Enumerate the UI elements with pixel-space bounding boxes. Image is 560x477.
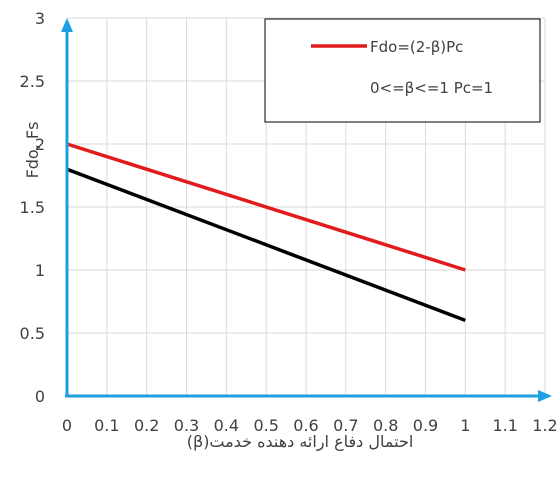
legend: Fdo=(2-β)Pc 0<=β<=1 Pc=1 (265, 19, 540, 122)
legend-box (265, 19, 540, 122)
x-tick-label: 1.1 (492, 416, 517, 435)
x-tick-label: 1 (460, 416, 470, 435)
y-axis-arrow (61, 18, 73, 32)
legend-line1: Fdo=(2-β)Pc (370, 38, 463, 56)
x-tick-label: 1.2 (532, 416, 557, 435)
y-tick-label: 0 (35, 387, 45, 406)
x-tick-label: 0.2 (134, 416, 159, 435)
legend-line2: 0<=β<=1 Pc=1 (370, 79, 493, 97)
x-tick-label: 0.9 (413, 416, 438, 435)
y-tick-label: 2.5 (20, 72, 45, 91)
y-tick-label: 0.5 (20, 324, 45, 343)
y-tick-label: 3 (35, 9, 45, 28)
y-tick-label: 1.5 (20, 198, 45, 217)
y-tick-label: 1 (35, 261, 45, 280)
x-tick-label: 0.1 (94, 416, 119, 435)
x-axis-title: احتمال دفاع ارائه دهنده خدمت(β) (187, 432, 414, 452)
x-tick-label: 0 (62, 416, 72, 435)
y-axis-title: Fdo, Fs (23, 122, 42, 179)
y-tick-labels: 00.511.522.53 (20, 9, 45, 406)
